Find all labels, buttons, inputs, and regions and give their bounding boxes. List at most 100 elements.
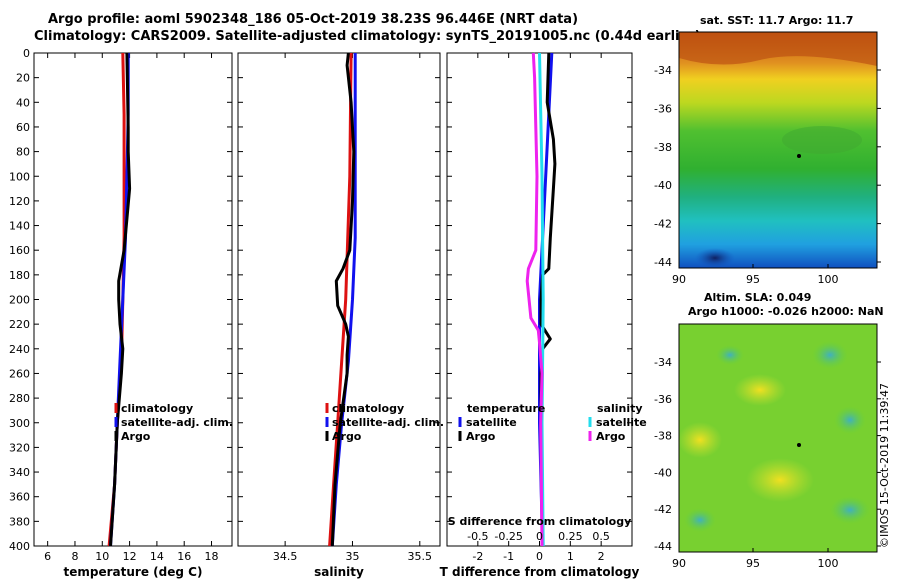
y-tick-label: 380 (9, 515, 30, 528)
x-tick-label: 34.5 (273, 550, 298, 563)
sst-y-tick-label: -40 (654, 179, 672, 192)
sla-x-tick-label: 95 (746, 557, 760, 570)
x2-axis-label: S difference from climatology (448, 515, 632, 528)
y-tick-label: 140 (9, 220, 30, 233)
x-tick-label: 35 (345, 550, 359, 563)
x-tick-label: 18 (205, 550, 219, 563)
x2-tick-label: -0.25 (494, 530, 522, 543)
plot-frame (237, 52, 441, 547)
sst-map (678, 31, 878, 269)
sla-y-tick-label: -44 (654, 540, 672, 553)
x2-tick-label: -0.5 (467, 530, 488, 543)
y-tick-label: 180 (9, 269, 30, 282)
sla-y-tick-label: -40 (654, 466, 672, 479)
legend-label: Argo (596, 430, 626, 443)
sla-low-patch (684, 508, 716, 532)
sla-map-title-line2: Argo h1000: -0.026 h2000: NaN (688, 305, 884, 318)
sla-y-tick-label: -42 (654, 503, 672, 516)
sst-x-tick-label: 95 (746, 273, 760, 286)
figure-title-line2: Climatology: CARS2009. Satellite-adjuste… (34, 29, 701, 44)
sst-x-tick-label: 100 (818, 273, 839, 286)
sst-y-tick-label: -44 (654, 256, 672, 269)
figure-title-line1: Argo profile: aoml 5902348_186 05-Oct-20… (48, 12, 579, 27)
x-tick-label: 14 (150, 550, 164, 563)
y-tick-label: 260 (9, 367, 30, 380)
profile-panels: 0204060801001201401601802002202402602803… (9, 47, 647, 579)
sst-map-title: sat. SST: 11.7 Argo: 11.7 (700, 14, 854, 27)
plot-frame (33, 52, 233, 547)
legend-label: Argo (121, 430, 151, 443)
sla-low-patch (830, 496, 870, 524)
y-tick-label: 360 (9, 491, 30, 504)
x2-tick-label: 0 (536, 530, 543, 543)
sla-low-patch (834, 406, 866, 434)
profile-panel-3: -2 -1 0 1 2 T difference from climatology S di… (440, 52, 647, 579)
legend-label: satellite (596, 416, 647, 429)
y-tick-label: 60 (16, 121, 30, 134)
x-tick-label: -2 (472, 550, 483, 563)
sla-x-tick-label: 100 (818, 557, 839, 570)
x-tick-label: 12 (123, 550, 137, 563)
x-tick-label: 8 (71, 550, 78, 563)
y-tick-label: 400 (9, 540, 30, 553)
y-tick-label: 280 (9, 392, 30, 405)
x-axis-label: salinity (314, 565, 364, 579)
x-tick-label: 10 (95, 550, 109, 563)
sla-argo-location (797, 443, 801, 447)
sla-map-title-line1: Altim. SLA: 0.049 (704, 291, 812, 304)
y-tick-label: 200 (9, 294, 30, 307)
y-tick-label: 20 (16, 72, 30, 85)
x2-tick-label: 0.25 (558, 530, 583, 543)
sst-y-tick-label: -42 (654, 218, 672, 231)
x-tick-label: 6 (44, 550, 51, 563)
series-line-3 (109, 52, 132, 547)
legend-title: salinity (597, 402, 643, 415)
sst-warm-band (679, 32, 877, 66)
x-tick-label: 16 (177, 550, 191, 563)
sst-y-tick-label: -34 (654, 64, 672, 77)
y-tick-label: 240 (9, 343, 30, 356)
y-tick-label: 120 (9, 195, 30, 208)
legend-label: climatology (121, 402, 193, 415)
profile-panel-2: 34.5 35 35.5 salinity climatologysatellite-a… (237, 52, 444, 579)
sla-map (678, 323, 878, 553)
sla-map-frame (678, 323, 878, 553)
y-tick-label: 100 (9, 170, 30, 183)
sst-mid-patch (782, 126, 862, 154)
sst-y-tick-label: -36 (654, 102, 672, 115)
y-tick-label: 340 (9, 466, 30, 479)
series-line-1 (328, 52, 353, 547)
legend-label: Argo (466, 430, 496, 443)
sla-high-patch (734, 374, 786, 406)
x-tick-label: 2 (598, 550, 605, 563)
sst-argo-location (797, 154, 801, 158)
sla-x-tick-label: 90 (672, 557, 686, 570)
x-axis-label: T difference from climatology (440, 565, 640, 579)
series-line-3 (330, 52, 356, 547)
sla-low-patch (716, 345, 744, 365)
y-tick-label: 160 (9, 244, 30, 257)
x-axis-label: temperature (deg C) (64, 565, 203, 579)
sla-y-tick-label: -38 (654, 430, 672, 443)
sst-map-frame (678, 31, 878, 269)
legend-label: satellite-adj. clim. (332, 416, 444, 429)
legend-title: temperature (467, 402, 545, 415)
series-line-4 (525, 52, 544, 547)
y-tick-label: 320 (9, 441, 30, 454)
y-tick-label: 300 (9, 417, 30, 430)
profile-panel-1: 0 20 40 60 80 100 120 140 160 180 200 220 240 260 280 3… (9, 47, 233, 579)
sla-low-patch (812, 341, 848, 369)
legend-label: climatology (332, 402, 404, 415)
sla-high-patch (678, 422, 722, 458)
sst-y-tick-label: -38 (654, 141, 672, 154)
y-tick-label: 80 (16, 146, 30, 159)
x2-tick-label: 0.5 (592, 530, 610, 543)
sla-y-tick-label: -36 (654, 393, 672, 406)
x-tick-label: 0 (536, 550, 543, 563)
sst-cold-patch (695, 248, 735, 268)
sla-y-tick-label: -34 (654, 356, 672, 369)
x-tick-label: 35.5 (408, 550, 433, 563)
y-tick-label: 0 (23, 47, 30, 60)
